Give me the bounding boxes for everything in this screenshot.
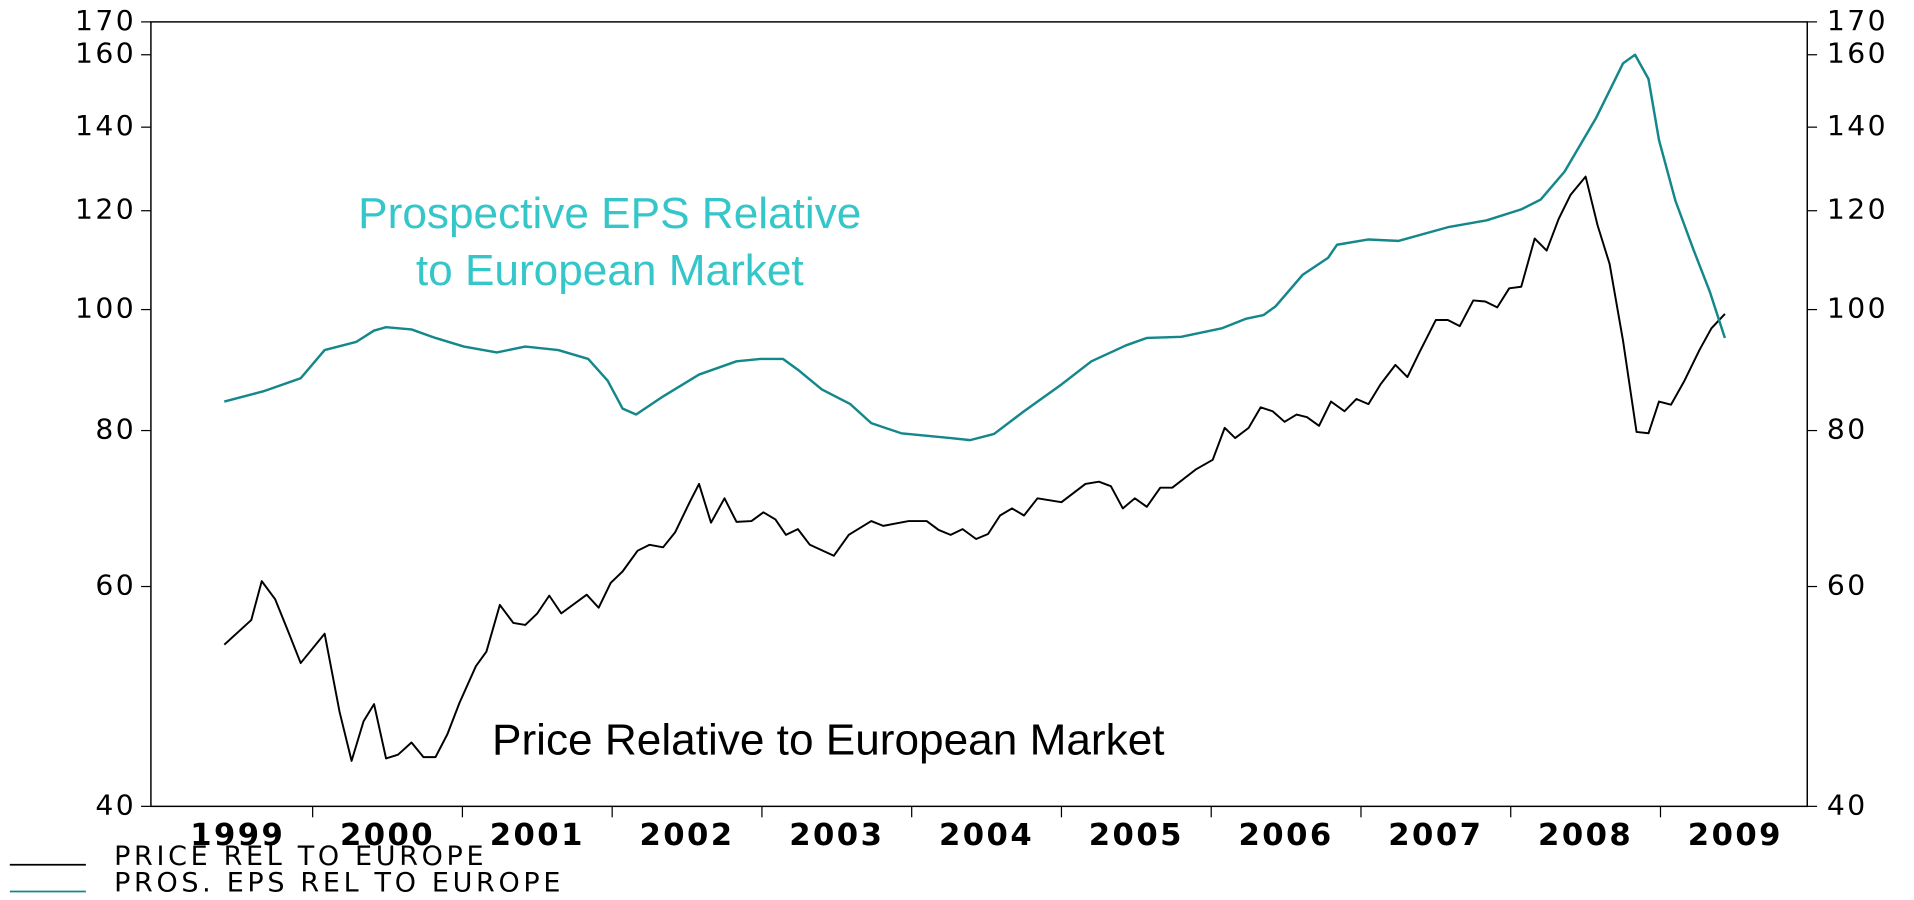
legend-label: PRICE REL TO EUROPE	[114, 841, 487, 872]
annotation: Prospective EPS Relative	[358, 189, 861, 238]
y2-tick-label: 60	[1827, 569, 1868, 602]
annotation: to European Market	[416, 246, 804, 295]
x-tick-label: 2002	[639, 818, 734, 853]
x-tick-label: 2008	[1538, 818, 1633, 853]
y2-tick-label: 140	[1827, 109, 1888, 142]
x-tick-label: 2003	[789, 818, 884, 853]
y-tick-label: 100	[75, 292, 136, 325]
y2-tick-label: 100	[1827, 292, 1888, 325]
y-tick-label: 170	[75, 4, 136, 37]
y2-tick-label: 160	[1827, 37, 1888, 70]
x-tick-label: 2009	[1688, 818, 1783, 853]
y-tick-label: 60	[95, 569, 136, 602]
x-tick-label: 2005	[1089, 818, 1184, 853]
y2-tick-label: 170	[1827, 4, 1888, 37]
y2-tick-label: 80	[1827, 413, 1868, 446]
y-tick-label: 40	[95, 788, 136, 821]
x-tick-label: 2000	[340, 818, 435, 853]
x-tick-label: 2006	[1239, 818, 1334, 853]
series-line	[223, 175, 1726, 762]
y2-tick-label: 120	[1827, 193, 1888, 226]
y-tick-label: 160	[75, 37, 136, 70]
x-tick-label: 2001	[490, 818, 585, 853]
annotation: Price Relative to European Market	[492, 716, 1165, 765]
x-tick-label: 2007	[1388, 818, 1483, 853]
plot-frame	[150, 21, 1808, 808]
series-line	[223, 53, 1727, 442]
y-tick-label: 140	[75, 109, 136, 142]
legend-label: PROS. EPS REL TO EUROPE	[114, 868, 564, 899]
x-tick-label: 1999	[190, 818, 285, 853]
x-tick-label: 2004	[939, 818, 1034, 853]
y-tick-label: 120	[75, 193, 136, 226]
y-tick-label: 80	[95, 413, 136, 446]
y2-tick-label: 40	[1827, 788, 1868, 821]
